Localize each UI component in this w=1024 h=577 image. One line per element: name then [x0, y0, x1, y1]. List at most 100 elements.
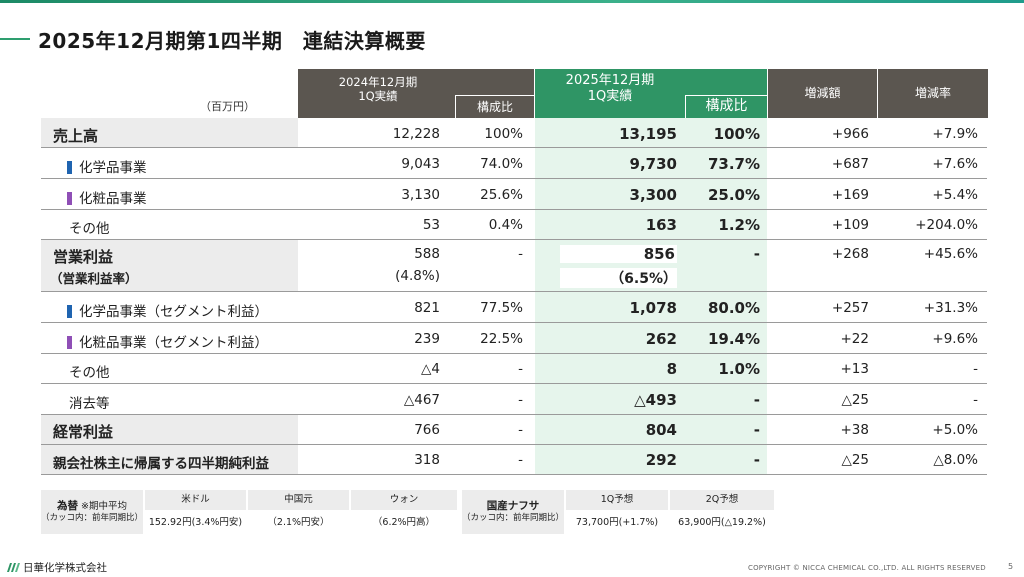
- rate-elim: -: [973, 392, 978, 408]
- ratio-cosmetic-prev: 25.6%: [480, 187, 523, 203]
- value-ordinary-prev: 766: [414, 422, 440, 438]
- fx-cny-head: 中国元: [248, 490, 349, 510]
- page-number: 5: [1008, 562, 1014, 571]
- ratio-net-prev: -: [518, 452, 523, 468]
- ratio-op-curr: -: [753, 245, 760, 263]
- ratio-other-profit-curr: 1.0%: [718, 360, 760, 378]
- ratio-chemical-curr: 73.7%: [707, 155, 760, 173]
- label-other-sales: その他: [69, 221, 110, 237]
- value-chemical-prev: 9,043: [401, 156, 440, 172]
- diff-sales: +966: [831, 126, 869, 142]
- rate-chem-seg: +31.3%: [923, 300, 978, 316]
- value-chem-seg-prev: 821: [414, 300, 440, 316]
- top-accent-bar: [0, 0, 1024, 3]
- row-bg-sales: [41, 118, 298, 148]
- naphtha-label-sub: （カッコ内：前年同期比）: [462, 513, 565, 524]
- label-cosmetic: 化粧品事業: [67, 187, 147, 207]
- value-other-prev: 53: [422, 217, 440, 233]
- label-chemical: 化学品事業: [67, 156, 147, 176]
- label-cosmetic-segment: 化粧品事業（セグメント利益）: [67, 331, 268, 351]
- rate-chemical: +7.6%: [932, 156, 978, 172]
- value-cos-seg-curr: 262: [645, 330, 677, 348]
- rate-other-profit: -: [973, 361, 978, 377]
- ratio-chem-seg-prev: 77.5%: [480, 300, 523, 316]
- header-change-rate: 増減率: [878, 69, 988, 118]
- chemical-marker-icon: [67, 161, 72, 174]
- ratio-net-curr: -: [753, 451, 760, 469]
- value-net-prev: 318: [414, 452, 440, 468]
- ratio-chemical-prev: 74.0%: [480, 156, 523, 172]
- cosmetic-marker-icon: [67, 336, 72, 349]
- value-elim-prev: △467: [403, 392, 440, 408]
- header-prev-period: 2024年12月期 1Q実績: [338, 74, 418, 103]
- naphtha-q1-head: 1Q予想: [566, 490, 668, 510]
- rate-sales: +7.9%: [932, 126, 978, 142]
- label-net-profit: 親会社株主に帰属する四半期純利益: [53, 456, 269, 472]
- rate-cos-seg: +9.6%: [932, 331, 978, 347]
- ratio-sales-prev: 100%: [484, 126, 523, 142]
- value-chemical-curr: 9,730: [629, 155, 677, 173]
- table-row: [41, 240, 987, 292]
- fx-krw-value: （6.2%円高）: [372, 516, 436, 528]
- diff-cos-seg: +22: [840, 331, 870, 347]
- fx-usd-value: 152.92円(3.4%円安): [148, 516, 243, 528]
- header-change-amount: 増減額: [768, 69, 877, 118]
- header-prev-ratio: 構成比: [455, 95, 534, 118]
- naphtha-q1-value: 73,700円(+1.7%): [575, 516, 659, 528]
- table-row: [41, 179, 987, 210]
- table-row: [41, 354, 987, 384]
- fx-label-note: ※期中平均: [81, 500, 127, 512]
- label-other-profit: その他: [69, 365, 110, 381]
- table-row: [41, 210, 987, 240]
- diff-elim: △25: [841, 392, 869, 408]
- fx-cny-value: （2.1%円安）: [267, 516, 330, 528]
- rate-op: +45.6%: [923, 246, 978, 262]
- value-op-margin-prev: (4.8%): [395, 268, 440, 284]
- value-ordinary-curr: 804: [645, 421, 677, 439]
- value-net-curr: 292: [645, 451, 677, 469]
- naphtha-label-cell: 国産ナフサ （カッコ内：前年同期比）: [462, 490, 564, 534]
- row-bg-operating-profit: [41, 240, 298, 292]
- diff-chemical: +687: [831, 156, 869, 172]
- value-cos-seg-prev: 239: [414, 331, 440, 347]
- fx-krw-head: ウォン: [351, 490, 457, 510]
- copyright-text: COPYRIGHT © NICCA CHEMICAL CO.,LTD. ALL …: [748, 564, 986, 572]
- label-sales: 売上高: [53, 127, 99, 145]
- rate-cosmetic: +5.4%: [932, 187, 978, 203]
- value-chem-seg-curr: 1,078: [629, 299, 677, 317]
- table-row: [41, 445, 987, 475]
- value-cosmetic-curr: 3,300: [629, 186, 677, 204]
- page-title: 2025年12月期第1四半期 連結決算概要: [38, 29, 426, 53]
- row-bg-ordinary-profit: [41, 415, 298, 445]
- table-row: [41, 415, 987, 445]
- value-elim-curr: △493: [634, 391, 677, 409]
- table-row: [41, 292, 987, 323]
- ratio-elim-prev: -: [518, 392, 523, 408]
- value-other-curr: 163: [645, 216, 677, 234]
- diff-ordinary: +38: [840, 422, 870, 438]
- value-cosmetic-prev: 3,130: [401, 187, 440, 203]
- ratio-cos-seg-prev: 22.5%: [480, 331, 523, 347]
- diff-other-profit: +13: [840, 361, 870, 377]
- diff-net: △25: [841, 452, 869, 468]
- header-curr-period: 2025年12月期 1Q実績: [565, 72, 655, 104]
- naphtha-q2-value: 63,900円(△19.2%): [678, 516, 766, 528]
- value-other-profit-curr: 8: [666, 360, 677, 378]
- table-row: [41, 384, 987, 415]
- ratio-ordinary-curr: -: [753, 421, 760, 439]
- ratio-cosmetic-curr: 25.0%: [707, 186, 760, 204]
- label-elimination: 消去等: [69, 396, 110, 412]
- rate-ordinary: +5.0%: [932, 422, 978, 438]
- ratio-other-prev: 0.4%: [488, 217, 523, 233]
- diff-op: +268: [831, 246, 869, 262]
- label-ordinary-profit: 経常利益: [53, 423, 114, 441]
- ratio-chem-seg-curr: 80.0%: [707, 299, 760, 317]
- naphtha-label: 国産ナフサ: [486, 499, 540, 512]
- naphtha-q2-head: 2Q予想: [670, 490, 774, 510]
- diff-chem-seg: +257: [831, 300, 869, 316]
- value-op-prev: 588: [414, 246, 440, 262]
- label-operating-margin: （営業利益率）: [50, 271, 138, 286]
- fx-label-sub: （カッコ内：前年同期比）: [41, 513, 144, 524]
- ratio-sales-curr: 100%: [713, 125, 760, 143]
- value-other-profit-prev: △4: [421, 361, 440, 377]
